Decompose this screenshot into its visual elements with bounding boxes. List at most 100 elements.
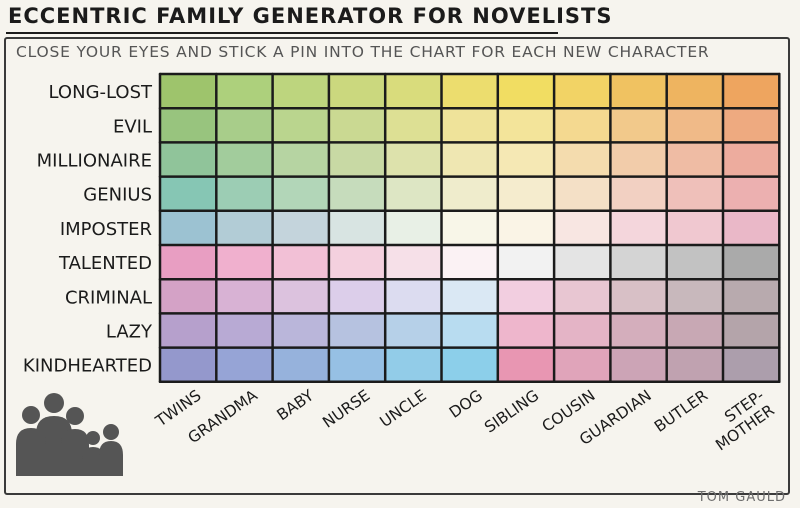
grid-cell xyxy=(328,108,386,143)
subtitle: CLOSE YOUR EYES AND STICK A PIN INTO THE… xyxy=(16,43,710,61)
grid-cell xyxy=(554,210,611,246)
grid-cell xyxy=(272,142,330,178)
grid-cell xyxy=(216,142,274,178)
grid-cell xyxy=(216,74,274,109)
row-label: LAZY xyxy=(106,322,153,343)
grid-cell xyxy=(160,74,217,109)
grid-cell xyxy=(497,210,555,246)
grid-cell xyxy=(666,210,724,246)
grid-cell xyxy=(497,279,555,314)
svg-text:BABY: BABY xyxy=(274,386,318,424)
grid-cell xyxy=(272,176,330,212)
grid-cell xyxy=(216,245,274,280)
grid-cell xyxy=(272,279,330,314)
page-title: ECCENTRIC FAMILY GENERATOR FOR NOVELISTS xyxy=(8,4,613,28)
grid-cell xyxy=(216,313,274,349)
grid-cell xyxy=(610,108,668,143)
grid-cell xyxy=(328,279,386,314)
grid-cell xyxy=(666,347,724,383)
grid-cell xyxy=(328,245,386,280)
grid-cell xyxy=(160,108,217,143)
svg-text:UNCLE: UNCLE xyxy=(377,386,430,431)
grid-cell xyxy=(666,142,724,178)
grid-cell xyxy=(723,176,780,212)
grid-cell xyxy=(272,108,330,143)
grid-cell xyxy=(723,279,780,314)
grid-cell xyxy=(554,142,611,178)
grid-cell xyxy=(666,74,724,109)
column-label: UNCLE xyxy=(377,386,430,431)
grid-cell xyxy=(497,245,555,280)
family-silhouette-icon xyxy=(16,393,123,476)
grid-cell xyxy=(441,108,499,143)
row-label: KINDHEARTED xyxy=(23,356,152,377)
grid-cell xyxy=(441,210,499,246)
grid-cell xyxy=(385,347,442,383)
grid-cell xyxy=(666,108,724,143)
grid-cell xyxy=(441,313,499,349)
grid-cell xyxy=(610,279,668,314)
grid-cell xyxy=(723,347,780,383)
grid-cell xyxy=(441,142,499,178)
row-label: IMPOSTER xyxy=(60,219,152,240)
grid-cell xyxy=(610,142,668,178)
grid-cell xyxy=(666,245,724,280)
grid-cell xyxy=(160,245,217,280)
grid-cell xyxy=(328,142,386,178)
grid-cell xyxy=(385,108,442,143)
grid-cell xyxy=(554,74,611,109)
grid-cell xyxy=(441,245,499,280)
grid-cell xyxy=(723,313,780,349)
grid-cell xyxy=(554,245,611,280)
grid-cell xyxy=(554,176,611,212)
grid-cell xyxy=(216,347,274,383)
grid-cell xyxy=(328,347,386,383)
grid-cell xyxy=(497,347,555,383)
grid-cell xyxy=(160,176,217,212)
grid-cell xyxy=(554,347,611,383)
grid-cell xyxy=(441,347,499,383)
grid-cell xyxy=(160,142,217,178)
grid-cell xyxy=(441,176,499,212)
grid-cell xyxy=(554,108,611,143)
grid-cell xyxy=(666,313,724,349)
grid-cell xyxy=(385,313,442,349)
row-label: GENIUS xyxy=(83,185,152,206)
row-label: EVIL xyxy=(113,116,152,137)
grid-cell xyxy=(497,176,555,212)
grid-cell xyxy=(723,245,780,280)
grid-cell xyxy=(385,245,442,280)
grid-cell xyxy=(216,176,274,212)
row-label: TALENTED xyxy=(58,253,152,274)
column-label: DOG xyxy=(446,386,486,421)
grid-cell xyxy=(216,108,274,143)
column-label: SIBLING xyxy=(481,386,542,436)
title-underline xyxy=(6,32,558,34)
grid-cell xyxy=(328,176,386,212)
grid-cell xyxy=(723,108,780,143)
grid-cell xyxy=(216,279,274,314)
row-label: MILLIONAIRE xyxy=(37,151,152,172)
column-label: NURSE xyxy=(319,386,373,431)
grid-cell xyxy=(328,210,386,246)
grid-cell xyxy=(497,313,555,349)
grid-cell xyxy=(160,210,217,246)
svg-text:BUTLER: BUTLER xyxy=(651,386,711,436)
chart-frame xyxy=(4,37,790,495)
grid-cell xyxy=(610,210,668,246)
grid-cell xyxy=(554,313,611,349)
grid-cell xyxy=(385,142,442,178)
grid-cell xyxy=(610,245,668,280)
grid-cell xyxy=(497,142,555,178)
grid-cell xyxy=(497,108,555,143)
grid-cell xyxy=(610,347,668,383)
artist-credit: TOM GAULD xyxy=(697,490,786,505)
grid-cell xyxy=(723,74,780,109)
row-label: CRIMINAL xyxy=(65,287,152,308)
grid-cell xyxy=(497,74,555,109)
grid-cell xyxy=(610,313,668,349)
grid-cell xyxy=(328,313,386,349)
grid-cell xyxy=(666,279,724,314)
grid-cell xyxy=(160,313,217,349)
